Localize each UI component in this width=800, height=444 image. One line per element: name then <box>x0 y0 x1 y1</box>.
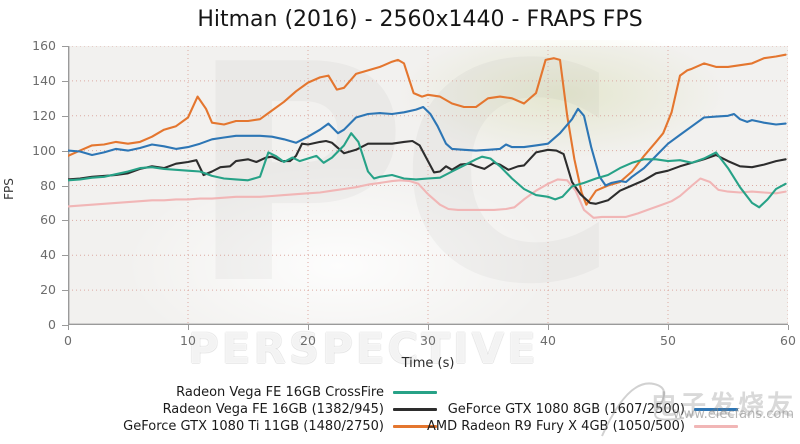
x-tick-label: 10 <box>180 333 196 348</box>
y-tick-label: 140 <box>32 72 56 88</box>
x-tick-mark <box>428 325 429 330</box>
x-tick-label: 20 <box>300 333 316 348</box>
x-tick-label: 60 <box>780 333 796 348</box>
y-tick-mark <box>62 185 68 187</box>
legend-item-3: GeForce GTX 1080 8GB (1607/2500) <box>448 401 738 417</box>
series-line-3 <box>68 105 787 187</box>
x-tick-mark <box>68 325 69 330</box>
legend-item-0: Radeon Vega FE 16GB CrossFire <box>176 384 437 400</box>
x-tick-label: 0 <box>64 333 72 348</box>
legend-swatch <box>393 424 437 428</box>
y-tick-mark <box>62 46 68 47</box>
legend-label: Radeon Vega FE 16GB CrossFire <box>176 384 384 400</box>
y-tick-label: 60 <box>40 212 56 228</box>
x-tick-label: 40 <box>540 333 556 348</box>
legend-swatch <box>694 407 738 411</box>
x-tick-label: 50 <box>660 333 676 348</box>
y-tick-label: 0 <box>48 317 56 332</box>
x-axis-label: Time (s) <box>401 356 455 371</box>
x-tick-mark <box>788 325 789 330</box>
x-tick-mark <box>308 325 309 330</box>
y-tick-label: 20 <box>40 282 56 298</box>
y-tick-mark <box>62 150 68 152</box>
legend-label: Radeon Vega FE 16GB (1382/945) <box>162 401 384 417</box>
legend-swatch <box>393 390 437 394</box>
y-tick-mark <box>62 255 68 257</box>
y-tick-mark <box>62 80 68 82</box>
legend-item-1: Radeon Vega FE 16GB (1382/945) <box>163 401 437 417</box>
y-tick-label: 40 <box>40 247 56 263</box>
y-tick-mark <box>62 290 68 292</box>
y-tick-mark <box>62 115 68 117</box>
legend-swatch <box>393 407 437 411</box>
legend-item-2: GeForce GTX 1080 Ti 11GB (1480/2750) <box>123 418 437 434</box>
chart-title: Hitman (2016) - 2560x1440 - FRAPS FPS <box>197 7 643 32</box>
x-tick-mark <box>668 325 669 330</box>
y-tick-label: 160 <box>32 38 56 53</box>
series-line-2 <box>68 53 787 206</box>
x-tick-mark <box>548 325 549 330</box>
x-tick-mark <box>188 325 189 330</box>
x-tick-label: 30 <box>420 333 436 348</box>
y-tick-mark <box>62 220 68 222</box>
legend-label: AMD Radeon R9 Fury X 4GB (1050/500) <box>426 418 685 434</box>
legend-label: GeForce GTX 1080 8GB (1607/2500) <box>447 401 685 417</box>
legend-swatch <box>694 424 738 428</box>
plot-svg <box>68 46 788 325</box>
plot-area: PC <box>68 1 788 366</box>
legend-label: GeForce GTX 1080 Ti 11GB (1480/2750) <box>123 418 384 434</box>
legend-item-4: AMD Radeon R9 Fury X 4GB (1050/500) <box>427 418 738 434</box>
y-tick-mark <box>62 325 68 326</box>
y-tick-label: 80 <box>40 177 56 193</box>
series-line-0 <box>68 132 787 209</box>
y-tick-label: 100 <box>32 142 56 158</box>
series-line-4 <box>68 177 787 219</box>
y-tick-label: 120 <box>32 107 56 123</box>
